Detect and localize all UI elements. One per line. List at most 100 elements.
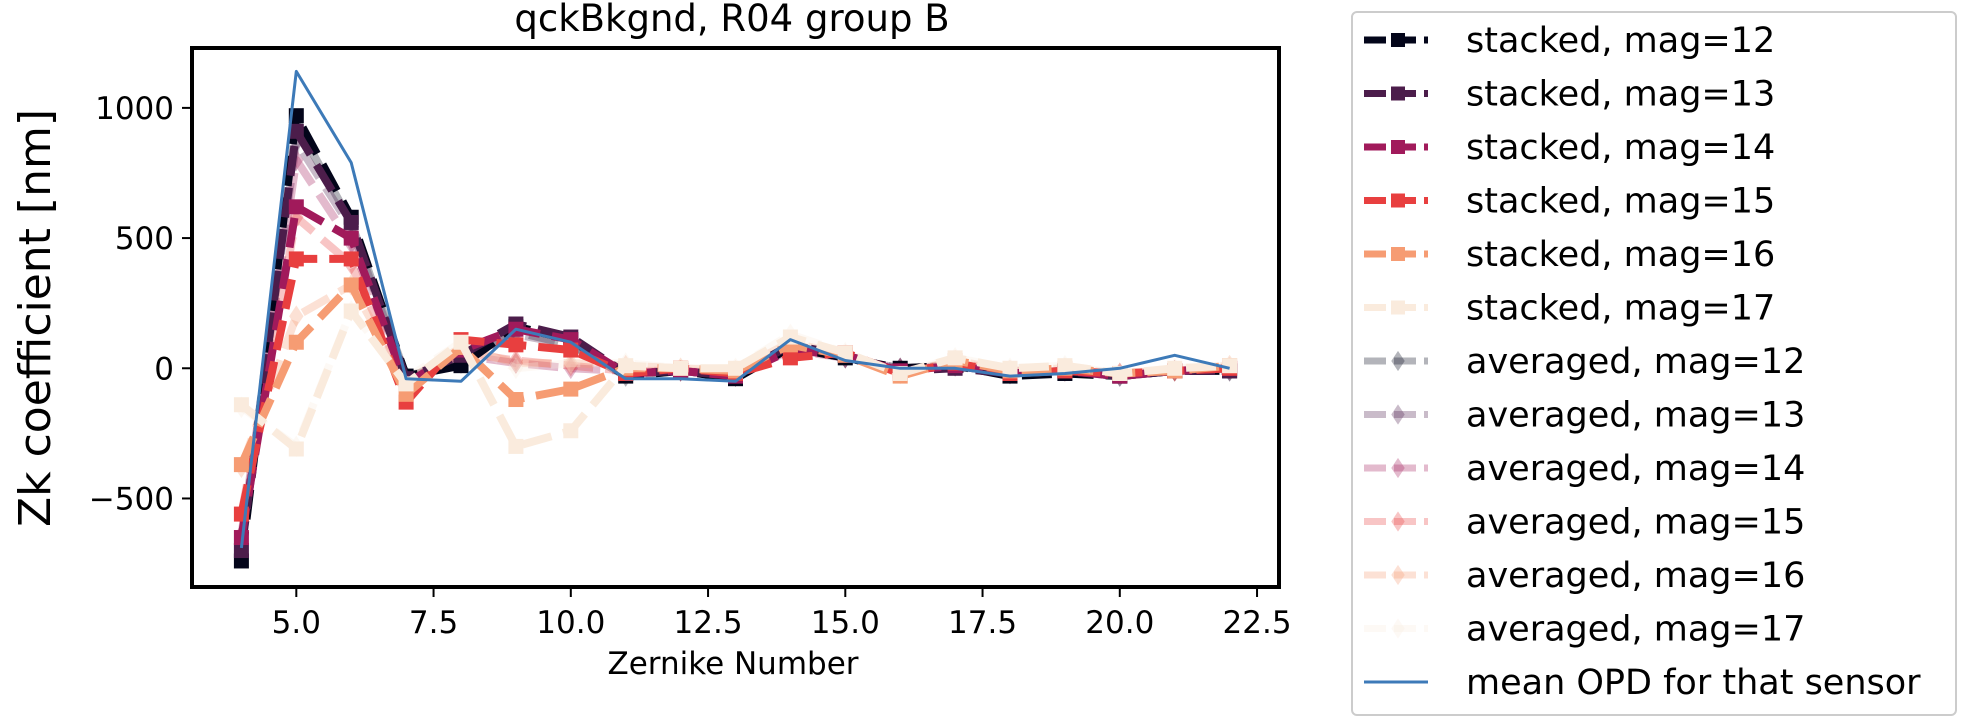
legend-item-mean-opd-for-that-sensor: mean OPD for that sensor <box>1364 663 1921 703</box>
legend-item-stacked-mag-14: stacked, mag=14 <box>1364 128 1775 168</box>
data-point <box>563 423 579 439</box>
legend-marker <box>1391 193 1405 208</box>
legend-marker <box>1391 511 1405 532</box>
data-point <box>618 358 634 374</box>
data-point <box>343 251 359 267</box>
legend-marker <box>1391 457 1405 479</box>
legend-item-stacked-mag-13: stacked, mag=13 <box>1364 75 1775 115</box>
data-point <box>508 352 524 374</box>
data-point <box>343 230 359 246</box>
data-point <box>343 214 359 230</box>
legend-label: averaged, mag=15 <box>1466 503 1805 543</box>
series-stacked-mag-17 <box>233 303 1238 457</box>
data-point <box>289 305 304 327</box>
legend-marker <box>1391 564 1405 586</box>
legend-marker <box>1391 247 1405 261</box>
data-point <box>508 392 524 408</box>
y-axis-ticks: −500 0 500 1000 <box>89 91 192 517</box>
data-point <box>288 441 304 457</box>
legend-marker <box>1391 404 1405 425</box>
x-axis-ticks: 5.0 7.5 10.0 12.5 15.0 17.5 20.0 22.5 <box>272 587 1292 641</box>
x-tick-label: 10.0 <box>536 605 605 641</box>
data-point <box>563 352 579 374</box>
x-tick-label: 22.5 <box>1223 605 1292 641</box>
data-point <box>233 457 249 473</box>
legend-marker <box>1391 140 1405 154</box>
data-point <box>782 350 798 366</box>
y-tick-label: −500 <box>89 481 174 517</box>
data-point <box>563 357 579 380</box>
legend-item-averaged-mag-12: averaged, mag=12 <box>1364 342 1805 382</box>
x-axis-label: Zernike Number <box>607 646 858 682</box>
legend-item-averaged-mag-17: averaged, mag=17 <box>1364 610 1805 650</box>
legend-label: averaged, mag=13 <box>1466 396 1805 436</box>
legend-frame <box>1351 11 1957 716</box>
data-point <box>1057 358 1073 374</box>
legend-label: stacked, mag=16 <box>1466 235 1775 275</box>
legend-item-averaged-mag-13: averaged, mag=13 <box>1364 396 1805 436</box>
data-point <box>508 357 524 380</box>
series-line <box>239 69 1230 549</box>
data-point <box>508 352 524 374</box>
legend-marker <box>1391 618 1405 639</box>
data-point <box>233 397 249 413</box>
data-point <box>1222 358 1238 374</box>
legend-item-stacked-mag-17: stacked, mag=17 <box>1364 289 1775 329</box>
data-point <box>1002 360 1018 376</box>
plot-frame <box>190 46 1281 589</box>
legend-marker <box>1391 33 1405 47</box>
data-point <box>508 337 524 353</box>
series-mean-opd-for-that-sensor <box>239 69 1230 549</box>
legend-label: stacked, mag=12 <box>1466 21 1775 61</box>
data-point <box>508 438 524 454</box>
legend-label: averaged, mag=12 <box>1466 342 1805 382</box>
chart-title: qckBkgnd, R04 group B <box>514 0 949 40</box>
legend-label: stacked, mag=13 <box>1466 75 1775 115</box>
legend-item-averaged-mag-14: averaged, mag=14 <box>1364 449 1805 489</box>
legend-label: averaged, mag=16 <box>1466 556 1805 596</box>
data-point <box>837 345 853 361</box>
data-point <box>563 354 579 377</box>
data-point <box>1167 360 1183 376</box>
x-tick-label: 12.5 <box>674 605 743 641</box>
data-point <box>343 277 359 293</box>
data-point <box>288 251 304 267</box>
legend-item-stacked-mag-16: stacked, mag=16 <box>1364 235 1775 275</box>
legend-label: stacked, mag=17 <box>1466 289 1775 329</box>
series-layer <box>233 69 1238 569</box>
data-point <box>728 360 743 376</box>
data-point <box>453 334 469 350</box>
legend-item-averaged-mag-16: averaged, mag=16 <box>1364 556 1805 596</box>
data-point <box>288 123 304 139</box>
legend-marker <box>1391 300 1405 315</box>
data-point <box>673 360 689 376</box>
legend-label: averaged, mag=17 <box>1466 610 1805 650</box>
y-axis-label: Zk coefficient [nm] <box>10 109 61 527</box>
legend-label: mean OPD for that sensor <box>1466 663 1921 703</box>
data-point <box>947 350 963 366</box>
x-tick-label: 20.0 <box>1085 605 1154 641</box>
data-point <box>343 303 359 319</box>
legend-marker <box>1391 86 1405 101</box>
x-tick-label: 5.0 <box>272 605 321 641</box>
data-point <box>288 334 304 350</box>
legend-item-stacked-mag-12: stacked, mag=12 <box>1364 21 1775 61</box>
data-point <box>508 349 524 372</box>
y-tick-label: 500 <box>115 221 174 257</box>
legend-label: averaged, mag=14 <box>1466 449 1805 489</box>
y-tick-label: 0 <box>154 351 174 387</box>
legend-item-averaged-mag-15: averaged, mag=15 <box>1364 503 1805 543</box>
x-tick-label: 7.5 <box>409 605 458 641</box>
y-tick-label: 1000 <box>95 91 174 127</box>
data-point <box>233 543 249 559</box>
x-tick-label: 17.5 <box>948 605 1017 641</box>
legend: stacked, mag=12 stacked, mag=13 stacked, m… <box>1351 11 1957 716</box>
legend-label: stacked, mag=15 <box>1466 182 1775 222</box>
legend-label: stacked, mag=14 <box>1466 128 1775 168</box>
data-point <box>288 199 304 215</box>
legend-marker <box>1391 350 1405 372</box>
data-point <box>563 381 579 397</box>
data-point <box>563 352 579 374</box>
x-tick-label: 15.0 <box>811 605 880 641</box>
